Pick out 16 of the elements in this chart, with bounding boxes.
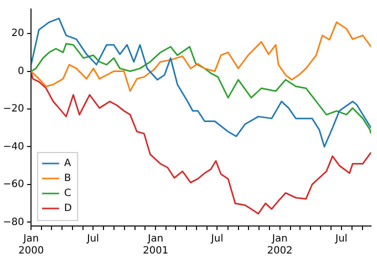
y-tick-label: 20 <box>11 28 24 40</box>
y-tick-label: −40 <box>2 141 24 152</box>
x-tick-label: Jan 2001 <box>142 234 168 257</box>
y-tick-label: 0 <box>18 66 24 77</box>
y-tick-label: −80 <box>2 216 24 228</box>
y-tick-label: −20 <box>2 104 24 115</box>
x-tick-label: Jul <box>86 234 100 245</box>
legend-label: C <box>64 188 72 200</box>
x-tick-label: Jan 2000 <box>18 234 44 257</box>
legend-label: B <box>64 173 72 184</box>
legend-label: D <box>64 203 72 214</box>
x-tick-label: Jul <box>334 234 348 245</box>
x-tick-label: Jan 2002 <box>267 234 293 257</box>
x-tick-label: Jul <box>210 234 224 245</box>
y-tick-label: −60 <box>2 179 24 190</box>
legend-label: A <box>64 158 72 170</box>
